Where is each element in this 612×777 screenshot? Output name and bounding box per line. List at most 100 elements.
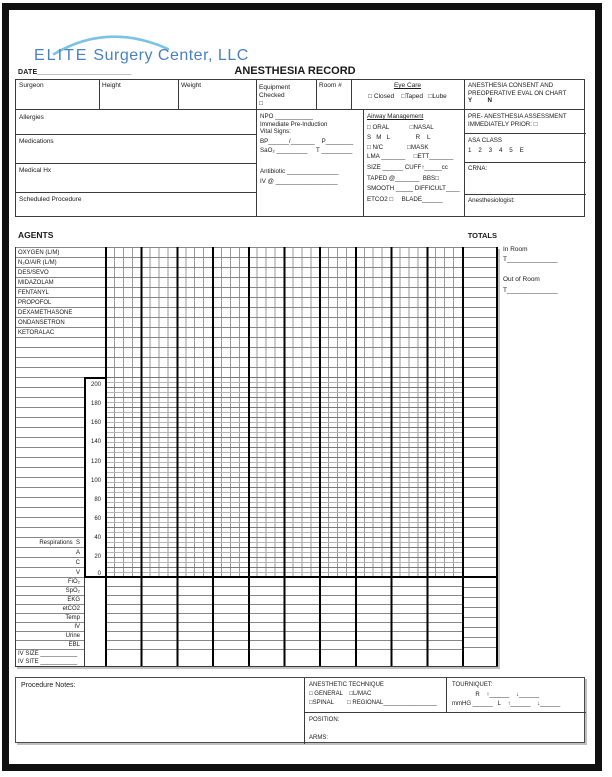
totals-column[interactable] [462, 247, 498, 667]
totals-rows [464, 247, 496, 648]
equipment-label: Equipment [259, 84, 291, 91]
procedure-notes-field[interactable]: Procedure Notes: [21, 682, 76, 689]
agent-row-fentanyl: FENTANYL [18, 290, 49, 296]
info-row: Surgeon Height Weight Equipment Checked … [15, 79, 585, 111]
agent-row-des-sevo: DES/SEVO [18, 270, 49, 276]
bp-scale-box [84, 377, 105, 577]
chart-label-rows [15, 377, 84, 578]
agent-row-propofol: PROPOFOL [18, 300, 52, 306]
divider [316, 80, 317, 111]
divider [16, 192, 256, 193]
scale-140: 140 [90, 439, 101, 445]
antibiotic-field[interactable]: Antibiotic _______________ [260, 167, 339, 175]
airway-lma-ett[interactable]: LMA _______ □ETT_______ [367, 153, 454, 161]
label-column-right-border [84, 577, 85, 667]
room-number-field[interactable]: Room # [319, 82, 342, 89]
respirations-s-label: Respirations S [39, 540, 80, 546]
respirations-v-label: V [75, 570, 80, 576]
medical-hx-field[interactable]: Medical Hx [19, 167, 52, 174]
weight-field[interactable]: Weight [181, 82, 202, 89]
iv-site-field[interactable]: IV SITE ___________ [18, 659, 78, 665]
npo-field[interactable]: NPO ___________ [260, 113, 313, 120]
agent-row-ketoralac: KETORALAC [18, 330, 55, 336]
divider [304, 678, 305, 744]
preop-line1: PRE- ANESTHESIA ASSESSMENT [468, 113, 567, 120]
airway-title: Airway Management [367, 113, 424, 120]
divider [16, 163, 256, 164]
eye-care-options[interactable]: □ Closed □Taped □Lube [368, 93, 447, 100]
page-title: ANESTHESIA RECORD [234, 65, 356, 77]
temp-row-label: Temp [65, 615, 80, 621]
details-table: Allergies Medications Medical Hx Schedul… [15, 110, 586, 217]
out-of-room-time-field[interactable]: T______________ [503, 287, 558, 294]
consent-cell: ANESTHESIA CONSENT AND PREOPERATIVE EVAL… [468, 82, 584, 105]
airway-sml-rl[interactable]: S M L R L [367, 134, 431, 142]
consent-yes-no[interactable]: Y N [468, 97, 492, 105]
airway-nc-mask[interactable]: □ N/C □MASK [367, 143, 429, 151]
anesthesiologist-field[interactable]: Anesthesiologist: [468, 197, 515, 204]
technique-general-lmac[interactable]: □ GENERAL □L/MAC [309, 691, 372, 697]
in-room-time-field[interactable]: T______________ [503, 256, 558, 263]
divider [304, 712, 586, 713]
height-field[interactable]: Height [102, 82, 121, 89]
grid-major-columns [105, 247, 464, 667]
logo: ELITE Surgery Center, LLC [34, 47, 249, 65]
footer-box: Procedure Notes: ANESTHETIC TECHNIQUE □ … [15, 677, 586, 744]
arms-field[interactable]: ARMS: [309, 735, 329, 741]
airway-smooth-difficult[interactable]: SMOOTH _____ DIFFICULT____ [367, 185, 460, 193]
agent-row-ondansetron: ONDANSETRON [18, 320, 65, 326]
scale-20: 20 [94, 554, 101, 560]
fio2-row-label: FiO₂ [68, 579, 80, 585]
airway-size-cuff[interactable]: SIZE ______ CUFF↑_____cc [367, 163, 448, 171]
surgeon-field[interactable]: Surgeon [19, 82, 44, 89]
preop-assessment-cell: PRE- ANESTHESIA ASSESSMENT IMMEDIATELY P… [468, 113, 584, 128]
asa-values[interactable]: 1 2 3 4 5 E [468, 146, 524, 154]
scale-60: 60 [94, 516, 101, 522]
iv-size-field[interactable]: IV SIZE ___________ [18, 651, 78, 657]
logo-arc-icon [52, 35, 170, 56]
pre-induction-cell: NPO ___________ Immediate Pre-Induction … [260, 113, 362, 185]
sao2-field[interactable]: SaO₂ _________ T _________ [260, 147, 353, 155]
airway-taped-bbs[interactable]: TAPED @_______ BBS□ [367, 174, 439, 182]
etco2-row-label: etCO2 [62, 606, 80, 612]
scale-180: 180 [90, 401, 101, 407]
scale-80: 80 [94, 497, 101, 503]
totals-header: TOTALS [467, 231, 497, 240]
position-field[interactable]: POSITION: [309, 717, 340, 723]
asa-label: ASA CLASS [468, 137, 503, 144]
scale-120: 120 [90, 459, 101, 465]
scale-0: 0 [97, 571, 101, 577]
bp-field[interactable]: BP______/_______ P________ [260, 137, 354, 145]
equipment-checked-field[interactable]: Equipment Checked □ [259, 84, 316, 108]
airway-oral-nasal[interactable]: □ ORAL □NASAL [367, 123, 434, 131]
technique-spinal-regional[interactable]: □SPINAL □ REGIONAL________________ [309, 700, 437, 706]
label-column-border [15, 247, 16, 667]
preop-immediately-prior[interactable]: IMMEDIATELY PRIOR: □ [468, 120, 538, 128]
crna-field[interactable]: CRNA: [468, 165, 488, 172]
divider [256, 80, 257, 111]
logo-elite-text: ELITE [34, 47, 89, 64]
airway-etco2-blade[interactable]: ETCO2 □ BLADE______ [367, 195, 443, 203]
medications-field[interactable]: Medications [19, 138, 54, 145]
respirations-a-label: A [75, 550, 80, 556]
vitals-label-rows [15, 577, 84, 650]
divider [256, 110, 257, 217]
scheduled-procedure-field[interactable]: Scheduled Procedure [19, 196, 82, 203]
divider [464, 110, 465, 217]
respirations-c-label: C [75, 560, 80, 566]
date-field[interactable]: DATE_______________________ [18, 69, 132, 76]
anesthetic-technique-title: ANESTHETIC TECHNIQUE [309, 682, 384, 688]
pre-induction-label1: Immediate Pre-Induction [260, 120, 328, 128]
divider [363, 110, 364, 217]
in-room-label: In Room [503, 246, 528, 253]
iv-size-site-cell[interactable]: IV SIZE ___________ IV SITE ___________ [15, 649, 84, 667]
chart-bottom-separator [84, 576, 498, 578]
tourniquet-right-field[interactable]: R ↑______ ↓______ [452, 692, 540, 698]
equipment-checkbox[interactable]: □ [259, 100, 263, 107]
agents-section-title: AGENTS [18, 230, 54, 240]
divider [99, 80, 100, 111]
iv-at-field[interactable]: IV @ __________________ [260, 177, 338, 185]
agent-label-rows [15, 247, 105, 378]
tourniquet-left-field[interactable]: mmHG ______ L ↑______ ↓______ [452, 701, 561, 707]
allergies-field[interactable]: Allergies [19, 114, 44, 121]
